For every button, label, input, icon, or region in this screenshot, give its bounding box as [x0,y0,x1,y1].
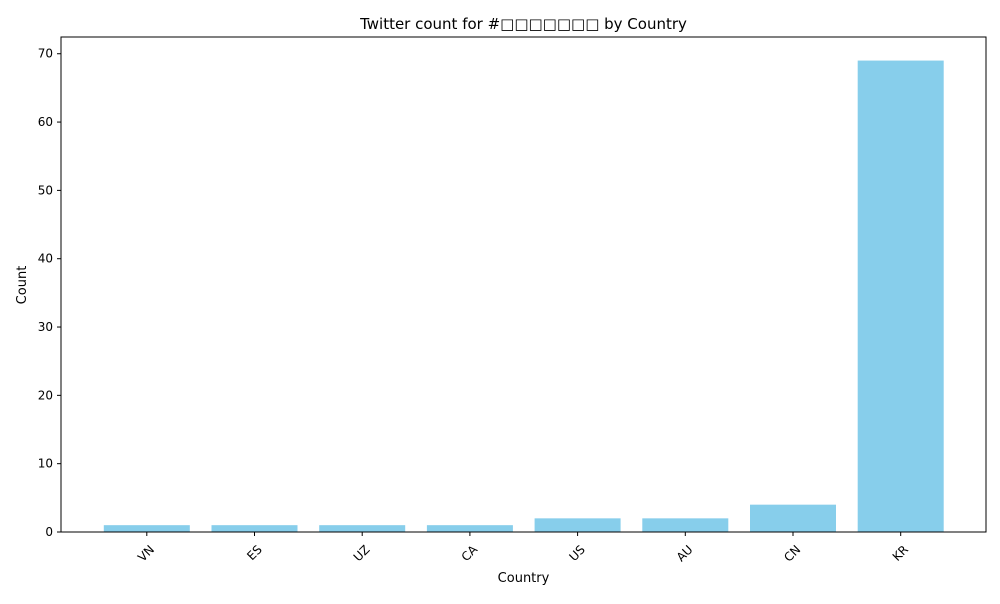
bar-kr [857,60,944,532]
bar-ca [426,525,513,532]
y-axis-ticks: 0 10 20 30 40 50 60 70 [38,47,61,539]
bar-es [211,525,298,532]
x-axis-label: Country [498,571,550,586]
y-tick-label: 0 [45,525,53,539]
y-tick-label: 30 [38,320,53,334]
bar-au [642,518,729,532]
bar-uz [319,525,406,532]
axes-frame [60,36,987,533]
y-tick-label: 40 [38,252,53,266]
plot-area [60,36,987,533]
y-tick-label: 60 [38,115,53,129]
y-tick-label: 70 [38,47,53,61]
bar-vn [103,525,190,532]
y-tick-label: 10 [38,457,53,471]
bar-cn [750,504,836,532]
y-tick-label: 20 [38,388,53,402]
chart-title: Twitter count for #□□□□□□□ by Country [359,15,687,33]
bar-us [534,518,621,532]
y-tick-label: 50 [38,183,53,197]
y-axis-label: Count [15,266,30,305]
